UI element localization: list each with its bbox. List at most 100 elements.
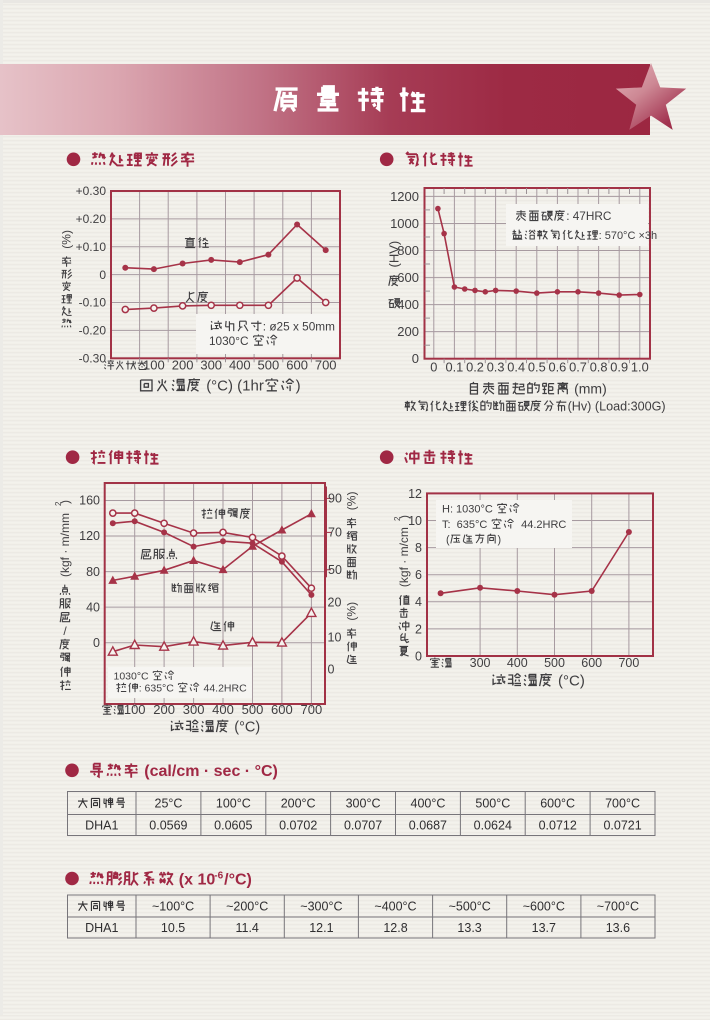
svg-text:100°C: 100°C xyxy=(216,796,251,810)
svg-text:12.1: 12.1 xyxy=(309,921,333,935)
svg-text:25°C: 25°C xyxy=(155,796,183,810)
svg-text:300: 300 xyxy=(200,358,222,373)
svg-text:0.0721: 0.0721 xyxy=(603,818,641,832)
svg-text:~700°C: ~700°C xyxy=(597,899,639,913)
svg-text:13.6: 13.6 xyxy=(606,921,630,935)
svg-text:0.0624: 0.0624 xyxy=(474,818,512,832)
svg-text:120: 120 xyxy=(79,529,100,543)
svg-text:(HV): (HV) xyxy=(387,241,402,268)
svg-text:(°C): (°C) xyxy=(234,720,260,736)
svg-text:400: 400 xyxy=(212,702,234,717)
svg-text:20: 20 xyxy=(328,596,342,610)
svg-text:1.0: 1.0 xyxy=(631,360,649,375)
svg-text:200: 200 xyxy=(397,324,419,339)
svg-text:(%): (%) xyxy=(345,492,359,511)
svg-text:(kgf · m/mm: (kgf · m/mm xyxy=(58,513,72,577)
svg-text:70: 70 xyxy=(328,526,342,540)
svg-text:400: 400 xyxy=(397,297,419,312)
svg-text:DHA1: DHA1 xyxy=(85,818,118,832)
svg-text:500°C: 500°C xyxy=(475,796,510,810)
svg-text:100: 100 xyxy=(143,358,165,373)
svg-text:(%): (%) xyxy=(60,230,74,249)
svg-text:200: 200 xyxy=(172,358,194,373)
svg-text:): ) xyxy=(296,378,301,395)
svg-text:12: 12 xyxy=(408,487,422,501)
svg-text:-0.10: -0.10 xyxy=(79,296,107,310)
svg-text:160: 160 xyxy=(79,494,100,508)
svg-text:100: 100 xyxy=(124,702,146,717)
svg-text:600: 600 xyxy=(397,270,419,285)
svg-text:DHA1: DHA1 xyxy=(85,921,118,935)
svg-text:: 570°C ×3h: : 570°C ×3h xyxy=(599,230,658,242)
svg-text:0.4: 0.4 xyxy=(507,360,525,375)
svg-text:0.0569: 0.0569 xyxy=(149,818,187,832)
svg-text:2: 2 xyxy=(54,501,63,506)
svg-text:0.9: 0.9 xyxy=(610,360,628,375)
svg-text:600: 600 xyxy=(286,358,308,373)
svg-text:0.3: 0.3 xyxy=(487,360,505,375)
svg-text:13.7: 13.7 xyxy=(532,921,556,935)
svg-text:0: 0 xyxy=(99,268,106,282)
svg-text:): ) xyxy=(397,515,411,519)
svg-text:50: 50 xyxy=(328,563,342,577)
svg-text:+0.20: +0.20 xyxy=(76,212,107,226)
svg-text:): ) xyxy=(498,534,502,546)
svg-text:600°C: 600°C xyxy=(540,796,575,810)
svg-text:-0.20: -0.20 xyxy=(79,324,107,338)
svg-text:(Hv) (Load:300G): (Hv) (Load:300G) xyxy=(568,400,666,414)
svg-text:10: 10 xyxy=(408,514,422,528)
svg-text:-0.30: -0.30 xyxy=(79,352,107,366)
svg-text:44.2HRC: 44.2HRC xyxy=(204,683,248,695)
svg-text:2: 2 xyxy=(415,622,422,636)
svg-text:0.6: 0.6 xyxy=(549,360,567,375)
svg-text:400°C: 400°C xyxy=(411,796,446,810)
svg-text:~600°C: ~600°C xyxy=(523,899,565,913)
svg-text:200°C: 200°C xyxy=(281,796,316,810)
svg-text:0: 0 xyxy=(415,649,422,663)
svg-text:(kgf · m/cm: (kgf · m/cm xyxy=(397,527,411,587)
svg-text:4: 4 xyxy=(415,595,422,609)
svg-text:0.2: 0.2 xyxy=(466,360,484,375)
svg-text:(%): (%) xyxy=(345,602,359,621)
svg-text:): ) xyxy=(58,500,72,504)
svg-text:0: 0 xyxy=(328,663,335,677)
svg-text:1000: 1000 xyxy=(390,216,419,231)
svg-text:700: 700 xyxy=(315,358,337,373)
svg-text:T: 635°C: T: 635°C xyxy=(442,519,487,531)
svg-text:0.0707: 0.0707 xyxy=(344,818,382,832)
svg-text:: 635°C: : 635°C xyxy=(139,683,175,695)
svg-text:: 47HRC: : 47HRC xyxy=(566,209,612,223)
svg-text:(mm): (mm) xyxy=(574,381,607,397)
svg-text:-6: -6 xyxy=(214,871,223,882)
svg-text:0: 0 xyxy=(430,360,437,375)
svg-text:~200°C: ~200°C xyxy=(226,899,268,913)
svg-text:0.0712: 0.0712 xyxy=(539,818,577,832)
svg-text:500: 500 xyxy=(242,702,264,717)
svg-text:0.8: 0.8 xyxy=(590,360,608,375)
svg-text:1200: 1200 xyxy=(390,189,419,204)
svg-text:1030°C: 1030°C xyxy=(209,334,249,348)
svg-text:: ø25 x 50mm: : ø25 x 50mm xyxy=(263,319,335,333)
svg-text:+0.10: +0.10 xyxy=(76,240,107,254)
svg-text:8: 8 xyxy=(415,541,422,555)
svg-text:12.8: 12.8 xyxy=(383,921,407,935)
svg-text:(°C): (°C) xyxy=(558,673,585,690)
svg-text:~500°C: ~500°C xyxy=(449,899,491,913)
svg-text:500: 500 xyxy=(258,358,280,373)
svg-text:700: 700 xyxy=(301,702,323,717)
svg-text:90: 90 xyxy=(328,492,342,506)
svg-text:~400°C: ~400°C xyxy=(374,899,416,913)
svg-text:40: 40 xyxy=(86,600,100,614)
svg-text:600: 600 xyxy=(271,702,293,717)
svg-text:11.4: 11.4 xyxy=(235,921,258,935)
svg-text:0: 0 xyxy=(93,636,100,650)
svg-text:300: 300 xyxy=(470,656,491,670)
svg-text:700°C: 700°C xyxy=(605,796,640,810)
svg-text:10: 10 xyxy=(328,631,342,645)
svg-text:0.1: 0.1 xyxy=(446,360,464,375)
svg-text:400: 400 xyxy=(507,656,528,670)
svg-text:200: 200 xyxy=(153,702,175,717)
svg-text:~100°C: ~100°C xyxy=(152,899,194,913)
svg-text:13.3: 13.3 xyxy=(457,921,481,935)
svg-text:800: 800 xyxy=(397,243,419,258)
